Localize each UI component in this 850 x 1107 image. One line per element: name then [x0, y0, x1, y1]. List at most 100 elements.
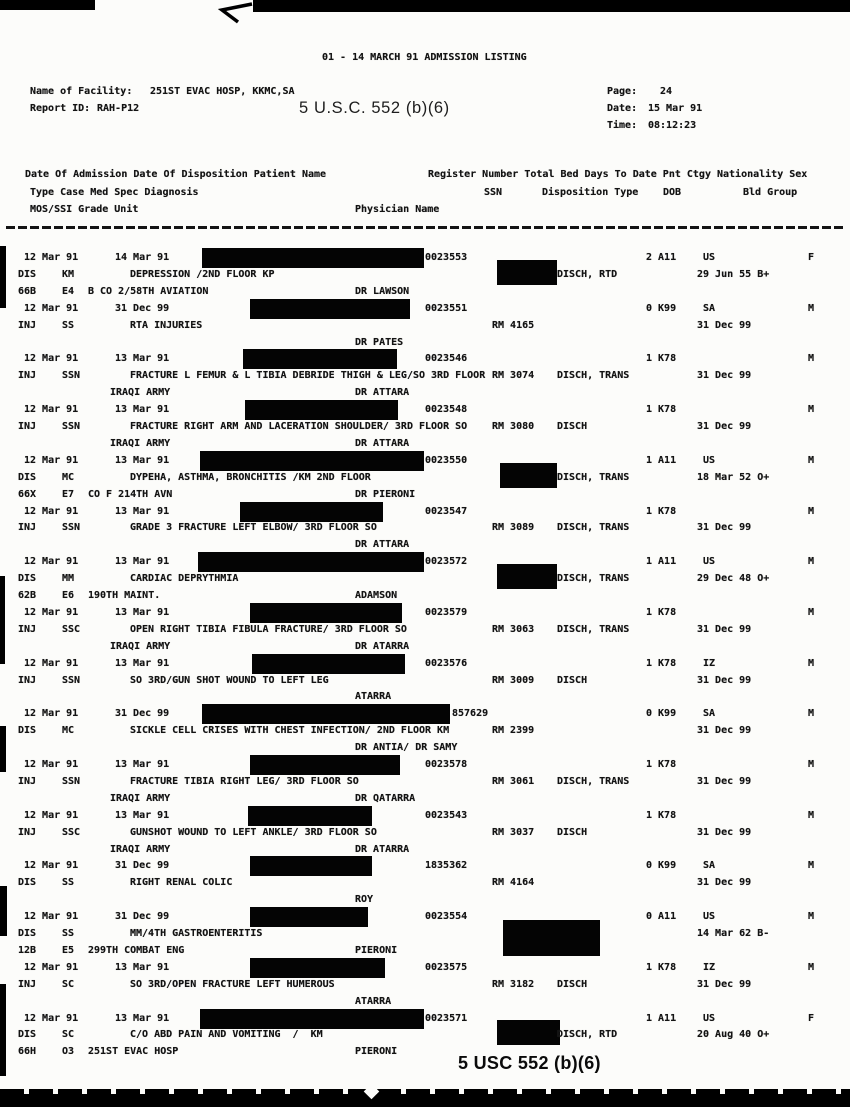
column-header: Disposition Type	[542, 186, 639, 198]
register-number: 0023575	[425, 961, 468, 973]
patient-name-redaction-bar	[200, 1008, 424, 1029]
nationality: US	[703, 454, 716, 466]
register-number: 0023553	[425, 252, 468, 263]
med-spec: MM	[62, 573, 75, 585]
bed-days-patient-category: 0 K99	[646, 860, 677, 872]
register-number: 0023548	[425, 404, 468, 416]
unit: 299TH COMBAT ENG	[88, 944, 185, 956]
type-case: DIS	[18, 471, 37, 483]
room-number: RM 3061	[492, 775, 535, 787]
column-header: Register Number Total Bed Days To Date P…	[428, 169, 808, 180]
admission-date: 12 Mar 91	[24, 860, 79, 872]
admission-date: 12 Mar 91	[24, 809, 79, 821]
register-number: 0023554	[425, 911, 468, 923]
sex: M	[808, 708, 815, 720]
bed-days-patient-category: 1 K78	[646, 809, 677, 821]
register-number: 0023547	[425, 505, 468, 517]
sex: M	[808, 606, 815, 618]
diagnosis: MM/4TH GASTROENTERITIS	[130, 928, 263, 939]
sex: M	[808, 911, 815, 923]
disposition-date: 31 Dec 99	[115, 708, 170, 720]
scan-edge-bottom-teeth	[0, 1089, 850, 1096]
admission-date: 12 Mar 91	[24, 708, 79, 720]
dob-blood-group: 31 Dec 99	[697, 826, 752, 838]
type-case: INJ	[18, 522, 37, 534]
unit: IRAQI ARMY	[110, 792, 171, 804]
type-case: INJ	[18, 978, 37, 990]
nationality: IZ	[703, 657, 716, 669]
patient-name-redaction-bar	[243, 349, 397, 370]
disposition-date: 14 Mar 91	[115, 252, 170, 263]
dob-blood-group: 20 Aug 40 O+	[697, 1029, 770, 1041]
admission-date: 12 Mar 91	[24, 556, 79, 568]
bed-days-patient-category: 1 K78	[646, 353, 677, 365]
physician-name: ROY	[355, 894, 374, 906]
disposition-date: 13 Mar 91	[115, 809, 170, 821]
med-spec: SSC	[62, 623, 81, 635]
grade: E5	[62, 944, 75, 956]
admission-date: 12 Mar 91	[24, 454, 79, 466]
dob-blood-group: 14 Mar 62 B-	[697, 928, 770, 939]
disposition-type: DISCH, TRANS	[557, 573, 630, 585]
foia-exemption-stamp-bottom: 5 USC 552 (b)(6)	[458, 1053, 601, 1073]
admission-date: 12 Mar 91	[24, 759, 79, 770]
bed-days-patient-category: 1 K78	[646, 961, 677, 973]
bed-days-patient-category: 1 K78	[646, 657, 677, 669]
column-header: Bld Group	[743, 186, 798, 198]
med-spec: SS	[62, 928, 75, 939]
register-number: 0023550	[425, 454, 468, 466]
diagnosis: GRADE 3 FRACTURE LEFT ELBOW/ 3RD FLOOR S…	[130, 522, 377, 534]
patient-name-redaction-bar	[250, 957, 385, 978]
room-number: RM 3080	[492, 421, 535, 432]
disposition-type: DISCH	[557, 421, 588, 432]
admission-date: 12 Mar 91	[24, 606, 79, 618]
ssn-redaction-bar	[500, 462, 557, 488]
patient-name-redaction-bar	[250, 755, 400, 775]
grade: E6	[62, 590, 75, 601]
disposition-type: DISCH	[557, 674, 588, 686]
physician-name: ATARRA	[355, 995, 392, 1007]
disposition-date: 31 Dec 99	[115, 302, 170, 314]
disposition-date: 13 Mar 91	[115, 404, 170, 416]
unit: B CO 2/58TH AVIATION	[88, 285, 209, 297]
unit: 251ST EVAC HOSP	[88, 1046, 179, 1058]
unit: IRAQI ARMY	[110, 387, 171, 399]
room-number: RM 3089	[492, 522, 535, 534]
sex: M	[808, 809, 815, 821]
dob-blood-group: 18 Mar 52 O+	[697, 471, 770, 483]
physician-name: PIERONI	[355, 944, 398, 956]
bed-days-patient-category: 1 K78	[646, 505, 677, 517]
bed-days-patient-category: 1 A11	[646, 556, 677, 568]
unit: IRAQI ARMY	[110, 843, 171, 855]
column-header: DOB	[663, 186, 682, 198]
mos-ssi: 66H	[18, 1046, 37, 1058]
sex: M	[808, 961, 815, 973]
report-id-label: Report ID:	[30, 103, 91, 114]
patient-name-redaction-bar	[250, 907, 368, 928]
diagnosis: FRACTURE L FEMUR & L TIBIA DEBRIDE THIGH…	[130, 370, 486, 382]
med-spec: SSN	[62, 522, 81, 534]
bed-days-patient-category: 1 K78	[646, 404, 677, 416]
disposition-date: 31 Dec 99	[115, 911, 170, 923]
sex: M	[808, 657, 815, 669]
sex: M	[808, 556, 815, 568]
mos-ssi: 62B	[18, 590, 37, 601]
disposition-type: DISCH, TRANS	[557, 370, 630, 382]
grade: E7	[62, 488, 75, 500]
room-number: RM 4165	[492, 319, 535, 331]
diagnosis: FRACTURE RIGHT ARM AND LACERATION SHOULD…	[130, 421, 468, 432]
dob-blood-group: 29 Jun 55 B+	[697, 268, 770, 280]
column-header: SSN	[484, 186, 503, 198]
patient-name-redaction-bar	[200, 450, 424, 471]
admission-date: 12 Mar 91	[24, 961, 79, 973]
patient-name-redaction-bar	[250, 856, 372, 877]
disposition-date: 13 Mar 91	[115, 353, 170, 365]
unit: IRAQI ARMY	[110, 437, 171, 449]
ssn-redaction-bar	[497, 564, 557, 590]
physician-name: DR PATES	[355, 336, 404, 348]
patient-name-redaction-bar	[240, 501, 383, 522]
scan-edge-left	[0, 984, 6, 1076]
patient-name-redaction-bar	[245, 400, 398, 421]
disposition-type: DISCH	[557, 978, 588, 990]
